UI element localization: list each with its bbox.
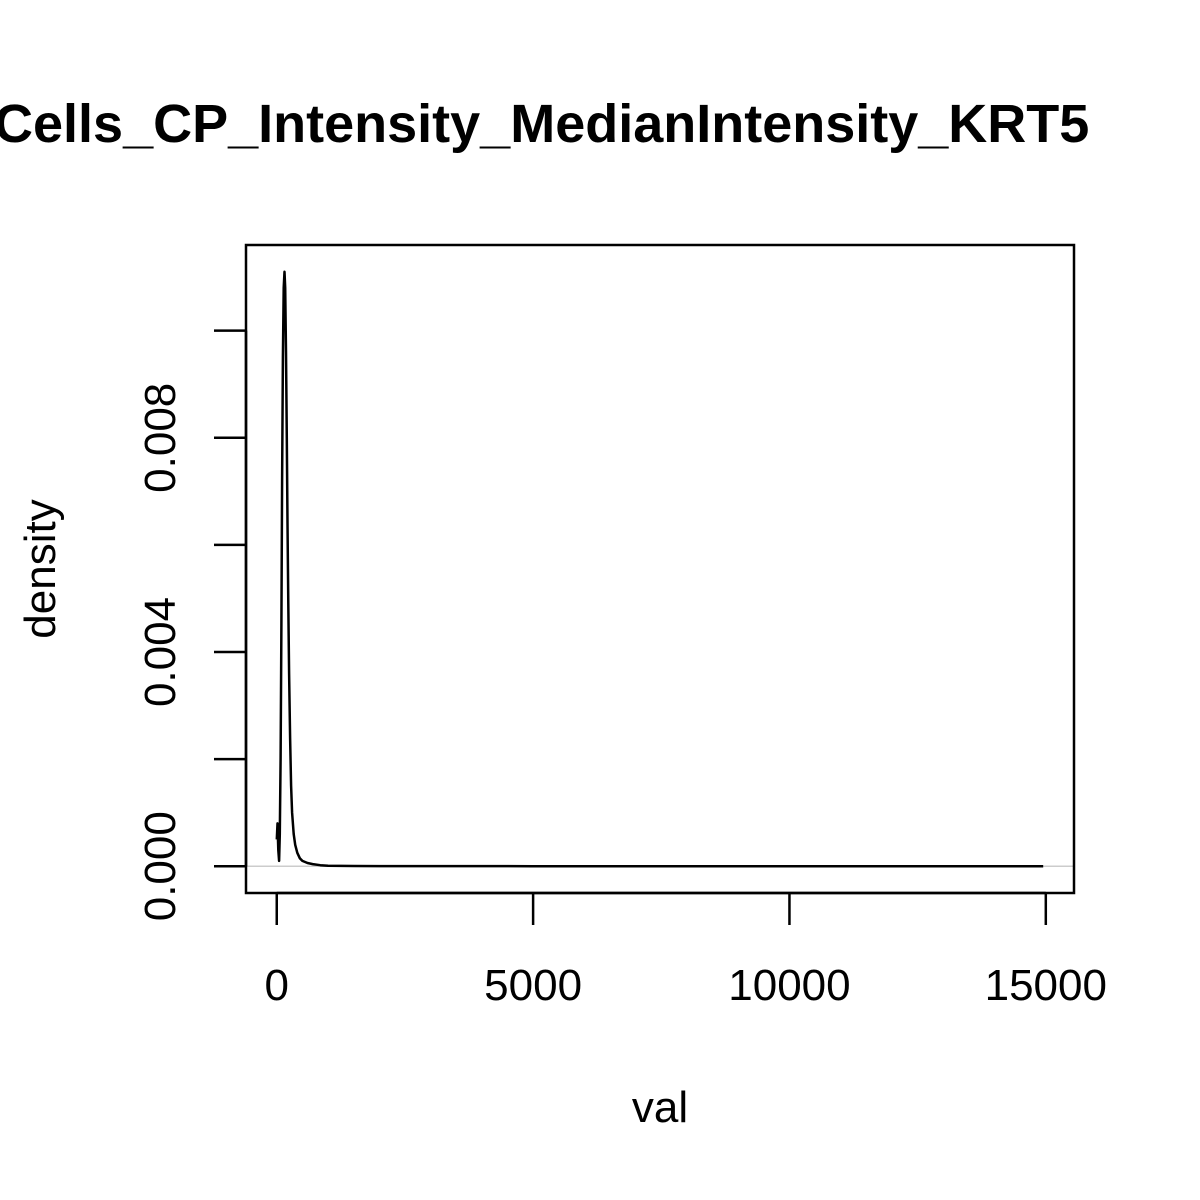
x-axis-label: val — [632, 1083, 688, 1132]
y-tick-label: 0.008 — [136, 383, 185, 493]
plot-frame — [244, 243, 1076, 895]
density-line — [275, 270, 1044, 868]
x-axis: 0 5000 10000 15000 — [265, 891, 1107, 1010]
density-series — [275, 270, 1044, 868]
x-tick-label: 0 — [265, 961, 289, 1010]
y-axis: 0.000 0.004 0.008 — [136, 329, 248, 921]
y-axis-label: density — [16, 499, 65, 638]
chart-title: Cells_CP_Intensity_MedianIntensity_KRT5 — [0, 94, 1090, 154]
x-tick-label: 10000 — [728, 961, 850, 1010]
x-tick-label: 5000 — [484, 961, 582, 1010]
x-tick-label: 15000 — [985, 961, 1107, 1010]
y-tick-label: 0.004 — [136, 597, 185, 707]
y-tick-label: 0.000 — [136, 811, 185, 921]
